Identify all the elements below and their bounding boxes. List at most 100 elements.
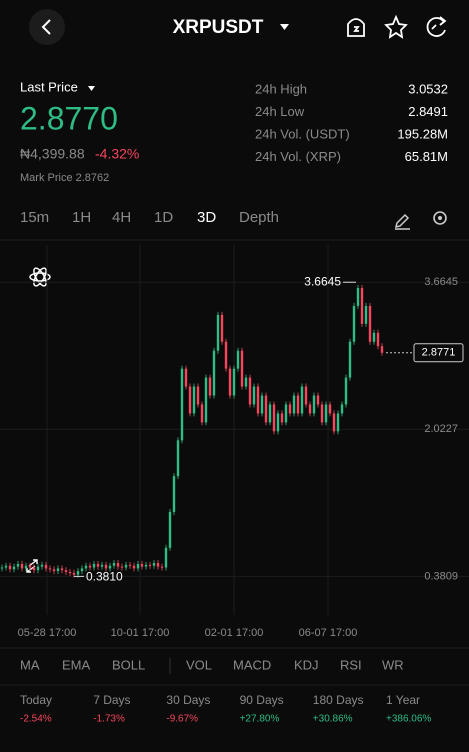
candle: [216, 314, 220, 351]
stat-value: 65.81M: [405, 149, 448, 164]
timeframe-tab[interactable]: 4H: [112, 209, 131, 226]
candle: [140, 563, 144, 567]
candle: [280, 413, 284, 423]
candle: [356, 288, 360, 306]
candle: [308, 404, 312, 414]
candle: [28, 565, 32, 568]
candle: [112, 563, 116, 566]
candle: [160, 566, 164, 568]
alert-icon[interactable]: [347, 18, 365, 37]
pair-dropdown[interactable]: [280, 24, 289, 30]
pair-title[interactable]: XRPUSDT: [173, 17, 264, 38]
back-button[interactable]: [29, 9, 65, 45]
candle: [316, 395, 320, 405]
indicator-tab[interactable]: WR: [382, 657, 404, 672]
performance-change: -1.73%: [93, 714, 125, 725]
indicator-tab[interactable]: KDJ: [294, 657, 319, 672]
candle: [232, 368, 236, 396]
candle: [312, 395, 316, 414]
candle: [320, 404, 324, 423]
candle: [136, 563, 140, 569]
stat-label: 24h Low: [255, 104, 305, 119]
candle: [40, 564, 44, 567]
candle: [72, 572, 76, 575]
indicator-tab[interactable]: VOL: [186, 657, 212, 672]
candle: [108, 565, 112, 569]
candle: [56, 568, 60, 572]
candle: [172, 476, 176, 512]
candle: [284, 404, 288, 423]
candle: [84, 565, 88, 569]
candle: [156, 563, 160, 567]
candle: [228, 368, 232, 396]
indicator-tab[interactable]: RSI: [340, 657, 362, 672]
candle: [100, 564, 104, 567]
last-price: 2.8770: [20, 100, 118, 136]
candle: [88, 565, 92, 568]
candle: [8, 565, 12, 570]
indicator-tab[interactable]: MACD: [233, 657, 271, 672]
candle: [152, 563, 156, 566]
y-tick-label: 0.3809: [424, 570, 458, 582]
indicator-tab[interactable]: EMA: [62, 657, 91, 672]
fullscreen-icon[interactable]: [26, 559, 38, 573]
candle: [220, 314, 224, 342]
candle: [36, 566, 40, 571]
candle: [204, 377, 208, 423]
candle: [80, 568, 84, 572]
candle: [164, 547, 168, 568]
high-marker: 3.6645: [304, 274, 341, 288]
candle: [360, 288, 364, 324]
candle: [336, 413, 340, 432]
candle: [288, 404, 292, 414]
timeframe-tab[interactable]: Depth: [239, 209, 279, 226]
candle: [296, 395, 300, 414]
candle: [372, 332, 376, 342]
candle: [328, 404, 332, 414]
candle: [264, 395, 268, 423]
candle: [236, 350, 240, 369]
candle: [0, 567, 4, 569]
performance-period: 1 Year: [386, 693, 420, 707]
y-tick-label: 3.6645: [424, 276, 458, 288]
timeframe-tab[interactable]: 15m: [20, 209, 49, 226]
draw-tool-icon[interactable]: [394, 213, 410, 230]
performance-change: +27.80%: [240, 714, 280, 725]
settings-icon[interactable]: [433, 211, 447, 225]
candle: [68, 571, 72, 573]
candle: [144, 564, 148, 567]
y-tick-label: 2.0227: [424, 423, 458, 435]
share-icon[interactable]: [426, 16, 447, 37]
candle: [252, 386, 256, 405]
candle: [324, 404, 328, 423]
price-tag-label: 2.8771: [422, 347, 456, 359]
low-marker: 0.3810: [86, 570, 123, 584]
favorite-icon[interactable]: [384, 14, 408, 39]
last-price-label[interactable]: Last Price: [20, 79, 78, 94]
candle: [12, 566, 16, 570]
candle: [132, 565, 136, 569]
settings-icon-dot: [438, 216, 442, 220]
indicator-tab[interactable]: BOLL: [112, 657, 145, 672]
performance-period: 180 Days: [313, 693, 364, 707]
candle: [368, 305, 372, 342]
candle: [268, 404, 272, 423]
candle: [240, 350, 244, 387]
candle: [276, 413, 280, 432]
candle: [32, 567, 36, 571]
candle: [260, 395, 264, 414]
timeframe-tab[interactable]: 1D: [154, 209, 173, 226]
candle: [212, 350, 216, 396]
last-price-dropdown[interactable]: [88, 86, 95, 91]
candle: [176, 440, 180, 477]
indicator-tab[interactable]: MA: [20, 657, 40, 672]
timeframe-tab[interactable]: 3D: [197, 209, 216, 226]
candle: [344, 377, 348, 405]
timeframe-tab[interactable]: 1H: [72, 209, 91, 226]
candle: [208, 377, 212, 396]
price-change: -4.32%: [95, 146, 139, 162]
stat-value: 195.28M: [397, 126, 448, 141]
candle: [340, 404, 344, 414]
chart-logo: [29, 267, 51, 287]
